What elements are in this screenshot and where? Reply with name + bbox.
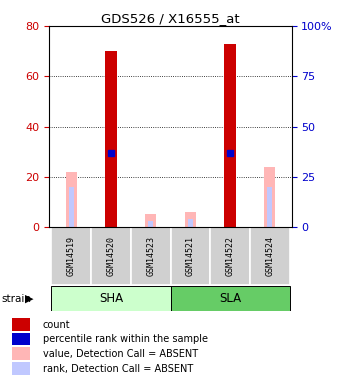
Bar: [105, 51, 117, 227]
Text: GSM14522: GSM14522: [225, 236, 235, 276]
Bar: [66, 172, 77, 227]
Text: GSM14524: GSM14524: [265, 236, 274, 276]
Text: GSM14519: GSM14519: [67, 236, 76, 276]
Bar: [224, 44, 236, 227]
Bar: [12, 362, 30, 375]
Bar: [148, 221, 153, 227]
Bar: [145, 214, 156, 227]
Text: GSM14523: GSM14523: [146, 236, 155, 276]
Text: SLA: SLA: [219, 292, 241, 305]
Bar: [51, 227, 91, 285]
Text: value, Detection Call = ABSENT: value, Detection Call = ABSENT: [43, 349, 198, 358]
Bar: [91, 227, 131, 285]
Text: SHA: SHA: [99, 292, 123, 305]
Bar: [210, 227, 250, 285]
Bar: [51, 286, 170, 311]
Text: rank, Detection Call = ABSENT: rank, Detection Call = ABSENT: [43, 364, 193, 374]
Bar: [267, 187, 272, 227]
Title: GDS526 / X16555_at: GDS526 / X16555_at: [101, 12, 240, 25]
Bar: [69, 187, 74, 227]
Bar: [12, 318, 30, 331]
Bar: [188, 219, 193, 227]
Bar: [170, 227, 210, 285]
Bar: [250, 227, 290, 285]
Text: count: count: [43, 320, 71, 330]
Bar: [170, 286, 290, 311]
Text: GSM14520: GSM14520: [106, 236, 116, 276]
Text: ▶: ▶: [25, 294, 33, 304]
Bar: [12, 347, 30, 360]
Bar: [185, 212, 196, 227]
Text: percentile rank within the sample: percentile rank within the sample: [43, 334, 208, 344]
Bar: [264, 166, 275, 227]
Text: GSM14521: GSM14521: [186, 236, 195, 276]
Text: strain: strain: [2, 294, 32, 304]
Bar: [12, 333, 30, 345]
Bar: [131, 227, 170, 285]
